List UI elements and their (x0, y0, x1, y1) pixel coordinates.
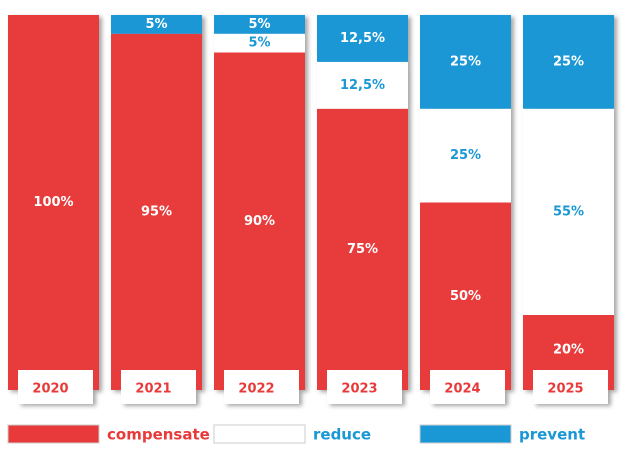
value-label: 100% (33, 195, 73, 210)
bar-segment (420, 202, 511, 390)
value-label: 25% (450, 148, 481, 163)
category-label: 2023 (341, 382, 377, 397)
category-label: 2021 (135, 382, 171, 397)
legend-swatch (213, 424, 306, 444)
bar-group (111, 15, 202, 404)
bar-group (214, 15, 305, 404)
legend-text: prevent (519, 426, 585, 444)
value-label: 50% (450, 289, 481, 304)
bar-group (8, 15, 99, 404)
bar-group (523, 15, 614, 404)
bar-segment (317, 15, 408, 62)
category-label-box (533, 370, 608, 404)
value-label: 20% (553, 343, 584, 358)
bar-group (317, 15, 408, 404)
value-label: 95% (141, 204, 172, 219)
bar-segment (111, 15, 202, 34)
value-label: 25% (450, 54, 481, 69)
legend-text: compensate (107, 426, 210, 444)
value-label: 5% (248, 36, 270, 51)
bar-segment (214, 15, 305, 34)
bar-group (420, 15, 511, 404)
bar-segment (420, 15, 511, 109)
category-label: 2022 (238, 382, 274, 397)
value-label: 12,5% (340, 78, 385, 93)
bar-segment (8, 15, 99, 390)
value-label: 25% (553, 54, 584, 69)
category-label-box (121, 370, 196, 404)
value-label: 12,5% (340, 31, 385, 46)
bar-segment (111, 33, 202, 390)
legend-swatch (419, 424, 512, 444)
bar-segment (214, 33, 305, 53)
category-label-box (18, 370, 93, 404)
value-label: 75% (347, 242, 378, 257)
category-label: 2024 (444, 382, 480, 397)
category-label-box (224, 370, 299, 404)
value-label: 5% (145, 17, 167, 32)
bar-segment (214, 52, 305, 390)
bar-segment (317, 108, 408, 390)
value-label: 55% (553, 204, 584, 219)
category-label: 2025 (547, 382, 583, 397)
legend-text: reduce (313, 426, 371, 444)
category-label-box (327, 370, 402, 404)
legend-swatch (7, 424, 100, 444)
bar-segment (523, 108, 614, 315)
value-label: 90% (244, 214, 275, 229)
value-label: 5% (248, 17, 270, 32)
bar-segment (317, 61, 408, 109)
category-label-box (430, 370, 505, 404)
category-label: 2020 (32, 382, 68, 397)
bar-segment (523, 15, 614, 109)
bar-segment (420, 108, 511, 203)
